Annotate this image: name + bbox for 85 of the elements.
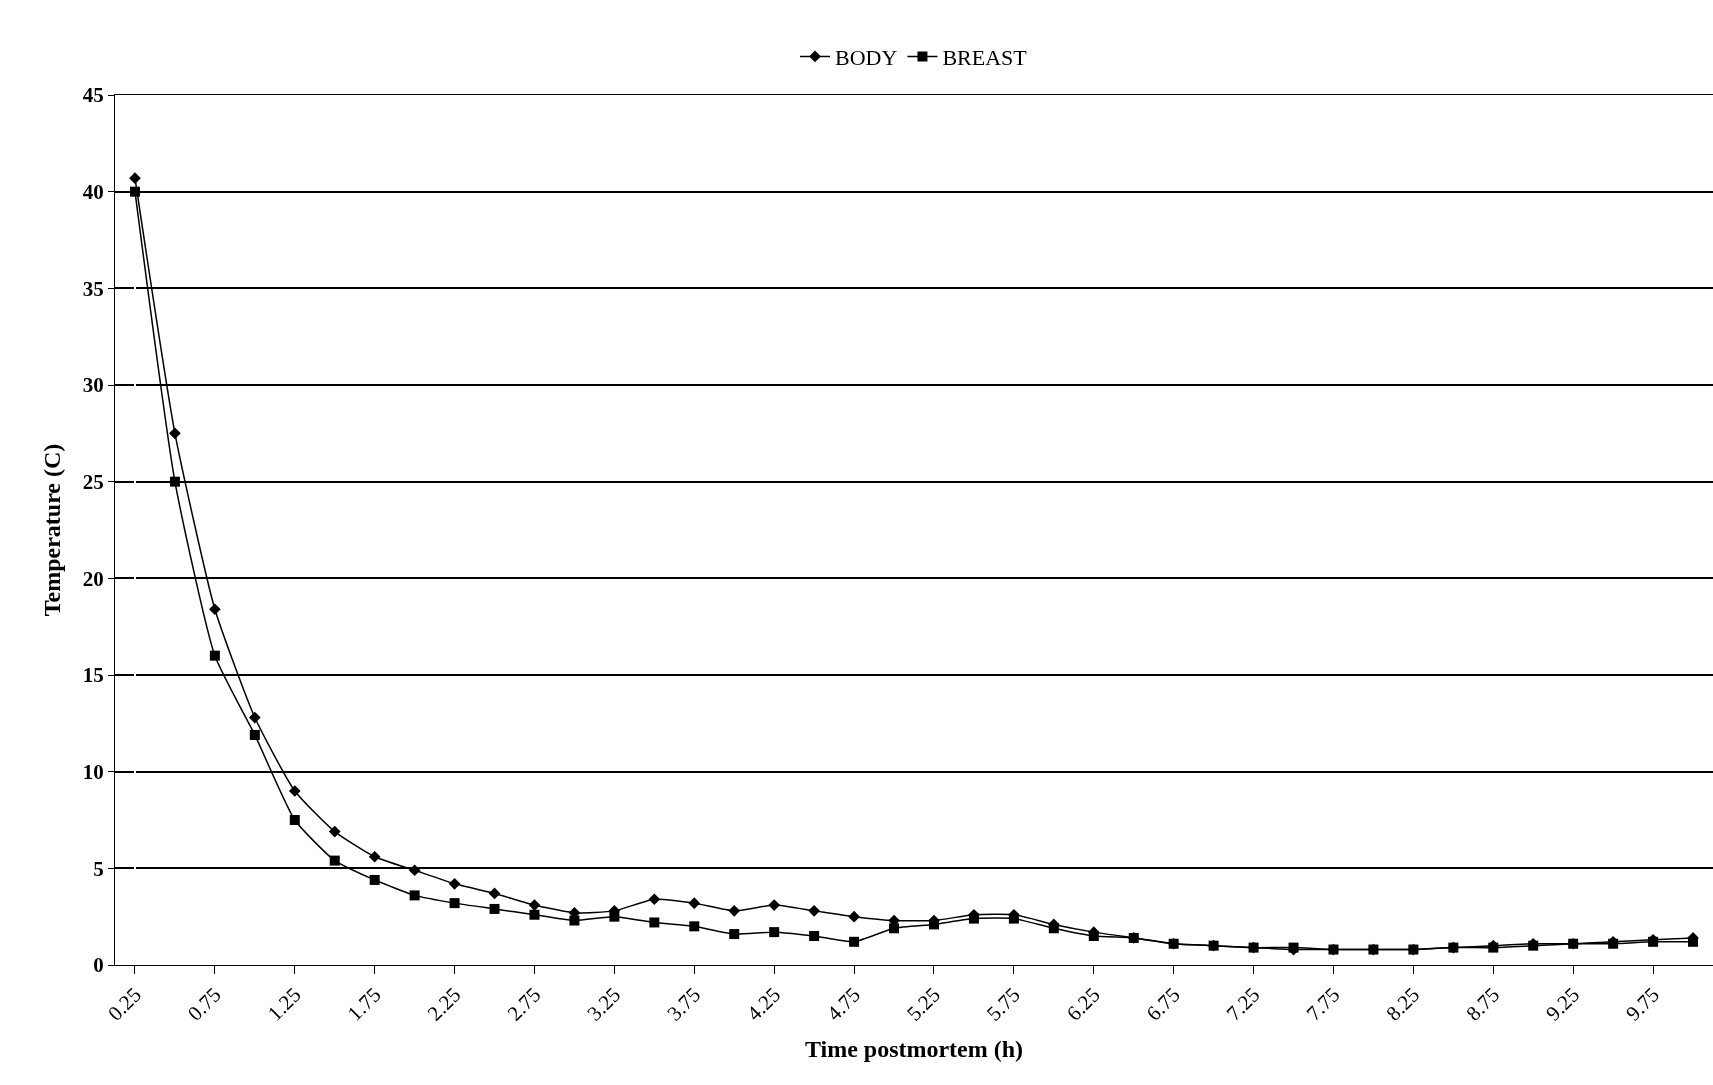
point bbox=[968, 913, 979, 924]
point bbox=[169, 427, 181, 440]
point bbox=[129, 186, 140, 197]
x-tick-label: 4.75 bbox=[822, 982, 866, 1026]
point bbox=[408, 864, 421, 877]
point bbox=[1168, 938, 1179, 949]
y-axis-title: Temperature (C) bbox=[38, 443, 65, 617]
point bbox=[889, 923, 900, 934]
point bbox=[289, 815, 300, 825]
x-tick-label: 3.75 bbox=[662, 982, 706, 1026]
x-tick-label: 2.75 bbox=[502, 982, 546, 1026]
point bbox=[1368, 944, 1379, 955]
x-tick-label: 7.25 bbox=[1221, 982, 1265, 1026]
y-tick-label: 5 bbox=[93, 856, 104, 881]
point bbox=[529, 909, 540, 920]
point bbox=[1008, 913, 1019, 924]
point bbox=[1088, 931, 1099, 941]
point bbox=[488, 887, 501, 900]
point bbox=[728, 905, 741, 917]
point bbox=[209, 603, 221, 616]
point bbox=[569, 915, 580, 926]
x-tick-label: 6.75 bbox=[1141, 982, 1185, 1026]
point bbox=[489, 903, 500, 914]
x-tick-label: 1.25 bbox=[262, 982, 306, 1026]
point bbox=[169, 476, 180, 487]
x-tick-label: 0.25 bbox=[102, 982, 146, 1026]
point bbox=[288, 785, 301, 797]
y-tick-label: 45 bbox=[82, 83, 104, 108]
point bbox=[329, 855, 340, 866]
point bbox=[1688, 936, 1699, 947]
x-tick-label: 8.75 bbox=[1461, 982, 1505, 1026]
point bbox=[849, 936, 860, 947]
y-tick-label: 30 bbox=[82, 373, 104, 398]
point bbox=[369, 874, 380, 885]
point bbox=[1448, 942, 1459, 953]
legend-label: BODY bbox=[835, 44, 898, 70]
point bbox=[248, 711, 261, 724]
x-tick-label: 0.75 bbox=[182, 982, 226, 1026]
point bbox=[808, 905, 820, 917]
y-tick-label: 40 bbox=[82, 180, 104, 205]
point bbox=[368, 850, 381, 863]
point bbox=[209, 650, 220, 661]
point bbox=[249, 729, 260, 740]
y-tick-label: 10 bbox=[82, 760, 104, 785]
x-axis-title: Time postmortem (h) bbox=[804, 1035, 1024, 1062]
x-tick-label: 5.75 bbox=[981, 982, 1025, 1026]
point bbox=[729, 929, 740, 940]
x-tick-label: 8.25 bbox=[1381, 982, 1425, 1026]
point bbox=[768, 899, 781, 911]
y-tick-label: 0 bbox=[93, 953, 104, 978]
point bbox=[689, 921, 700, 932]
point bbox=[528, 899, 541, 911]
x-tick-label: 5.25 bbox=[901, 982, 945, 1026]
point bbox=[1328, 944, 1339, 955]
point bbox=[449, 898, 460, 909]
point bbox=[409, 890, 420, 901]
point bbox=[1408, 944, 1419, 955]
x-tick-label: 4.25 bbox=[742, 982, 786, 1026]
point bbox=[928, 919, 939, 930]
point bbox=[328, 825, 341, 838]
x-tick-label: 2.25 bbox=[422, 982, 466, 1026]
point bbox=[648, 893, 661, 906]
point bbox=[848, 910, 860, 923]
point bbox=[1568, 938, 1579, 949]
y-tick-label: 25 bbox=[82, 470, 104, 495]
point bbox=[688, 897, 701, 909]
point bbox=[1208, 940, 1219, 951]
point bbox=[1048, 923, 1059, 934]
x-tick-label: 7.75 bbox=[1301, 982, 1345, 1026]
point bbox=[1128, 932, 1139, 943]
point bbox=[448, 877, 461, 890]
y-tick-label: 20 bbox=[82, 566, 104, 591]
point bbox=[609, 911, 620, 922]
point bbox=[649, 917, 660, 928]
point bbox=[769, 927, 780, 938]
x-tick-label: 6.25 bbox=[1061, 982, 1105, 1026]
y-tick-label: 15 bbox=[82, 663, 104, 688]
x-tick-label: 9.25 bbox=[1541, 982, 1585, 1026]
x-tick-label: 1.75 bbox=[342, 982, 386, 1026]
x-tick-label: 3.25 bbox=[582, 982, 626, 1026]
point bbox=[1248, 942, 1259, 953]
legend-label: BREAST bbox=[942, 44, 1028, 70]
point bbox=[809, 931, 820, 941]
x-tick-label: 9.75 bbox=[1621, 982, 1665, 1026]
y-tick-label: 35 bbox=[82, 276, 104, 301]
